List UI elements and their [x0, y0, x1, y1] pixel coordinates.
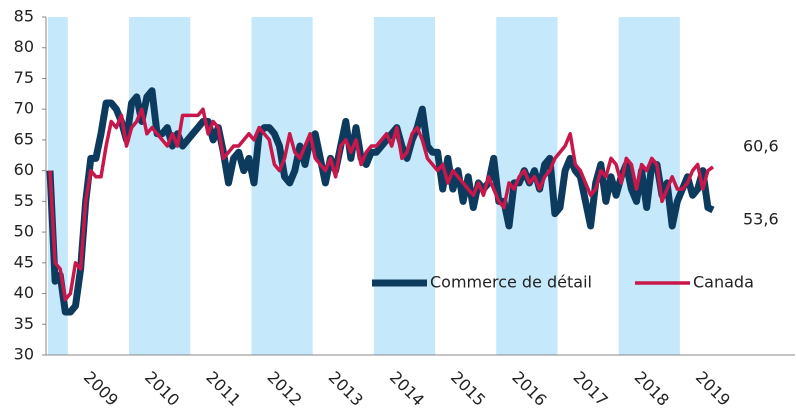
x-tick-label: 2019	[692, 368, 734, 410]
y-tick-label: 55	[14, 191, 34, 210]
y-tick-label: 35	[14, 314, 34, 333]
y-tick-label: 80	[14, 37, 34, 56]
y-tick-label: 85	[14, 7, 34, 26]
y-tick-label: 30	[14, 345, 34, 364]
x-tick-label: 2010	[141, 368, 183, 410]
series-line	[46, 87, 715, 316]
year-band	[251, 17, 313, 355]
end-label: 53,6	[743, 209, 779, 228]
series-line	[48, 107, 715, 302]
x-tick-label: 2011	[202, 368, 244, 410]
y-tick-label: 65	[14, 129, 34, 148]
y-tick-label: 45	[14, 252, 34, 271]
x-tick-label: 2018	[631, 368, 673, 410]
x-tick-label: 2012	[263, 368, 305, 410]
y-tick-label: 70	[14, 99, 34, 118]
y-tick-label: 50	[14, 222, 34, 241]
year-band	[129, 17, 191, 355]
x-tick-label: 2014	[386, 368, 428, 410]
x-tick-label: 2016	[508, 368, 550, 410]
y-tick-label: 40	[14, 283, 34, 302]
legend-label: Commerce de détail	[430, 273, 592, 292]
x-tick-label: 2017	[569, 368, 611, 410]
year-band	[496, 17, 558, 355]
year-band	[373, 17, 436, 355]
y-tick-label: 75	[14, 68, 34, 87]
legend-label: Canada	[693, 273, 754, 292]
x-tick-label: 2013	[325, 368, 367, 410]
x-tick-label: 2009	[80, 368, 122, 410]
end-label: 60,6	[743, 136, 779, 155]
x-tick-label: 2015	[447, 368, 489, 410]
y-tick-label: 60	[14, 160, 34, 179]
